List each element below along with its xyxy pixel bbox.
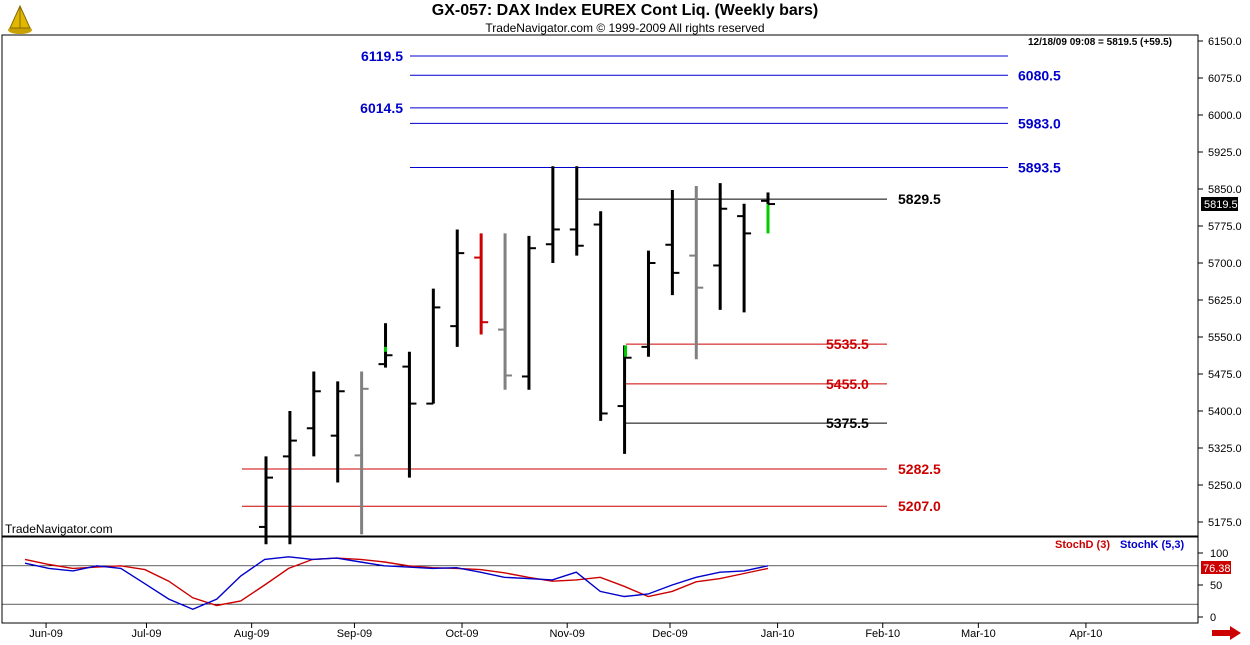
level-label: 5829.5 [898, 191, 941, 207]
x-tick-label: Mar-10 [961, 628, 996, 640]
ohlc-bar [569, 166, 584, 256]
last-price-box [1201, 197, 1238, 211]
stochastic-panel: 100 50 0 [2, 548, 1228, 624]
ohlc-bar [282, 411, 297, 545]
ohlc-bar [713, 183, 728, 310]
x-tick-label: Sep-09 [337, 628, 372, 640]
level-label: 5535.5 [826, 336, 869, 352]
level-label: 6119.5 [361, 48, 403, 64]
status-stamp: 12/18/09 09:08 = 5819.5 (+59.5) [1028, 37, 1173, 48]
ohlc-bar [737, 203, 752, 313]
time-x-axis: Jun-09 Jul-09 Aug-09 Sep-09 Oct-09 Nov-09 Dec-… [29, 623, 1102, 640]
last-price-label: 5819.5 [1204, 199, 1238, 211]
stoch-series-line [24, 557, 769, 607]
x-tick-label: Aug-09 [234, 628, 269, 640]
x-tick-label: Jun-09 [29, 628, 63, 640]
stoch-panel-frame [1, 536, 1199, 624]
price-y-axis: 6150.0 6075.0 6000.0 5925.0 5850.0 5775.0 5700… [1198, 36, 1242, 529]
ohlc-bar [426, 288, 441, 405]
level-label: 5455.0 [826, 376, 869, 392]
copyright-notice: TradeNavigator.com © 1999-2009 All right… [485, 21, 765, 35]
ohlc-bar [689, 186, 704, 360]
level-label: 5983.0 [1018, 115, 1061, 131]
y-tick-label: 6075.0 [1208, 73, 1242, 85]
price-bars [259, 166, 775, 545]
watermark: TradeNavigator.com [5, 522, 113, 536]
x-tick-label: Nov-09 [549, 628, 584, 640]
y-tick-label: 5175.0 [1208, 517, 1242, 529]
x-tick-label: Jan-10 [761, 628, 795, 640]
y-tick-label: 5850.0 [1208, 184, 1242, 196]
level-lines: 6119.5 6080.5 6014.5 5983.0 5893.5 5829.5 5535… [242, 48, 1061, 514]
ohlc-bar [641, 250, 656, 357]
x-tick-label: Dec-09 [652, 628, 687, 640]
stoch-y-tick-label: 50 [1210, 580, 1222, 592]
level-label: 6080.5 [1018, 67, 1061, 83]
legend-stochk: StochK (5,3) [1120, 539, 1185, 551]
stoch-y-tick-label: 0 [1210, 612, 1216, 624]
level-label: 5375.5 [826, 415, 869, 431]
ohlc-bar [498, 233, 513, 390]
y-tick-label: 5475.0 [1208, 369, 1242, 381]
y-tick-label: 5250.0 [1208, 480, 1242, 492]
y-tick-label: 5325.0 [1208, 443, 1242, 455]
y-tick-label: 6000.0 [1208, 110, 1242, 122]
ohlc-bar [330, 381, 345, 483]
y-tick-label: 5925.0 [1208, 147, 1242, 159]
tradenavigator-logo-icon [6, 4, 34, 36]
level-label: 5893.5 [1018, 160, 1061, 176]
y-tick-label: 5550.0 [1208, 332, 1242, 344]
x-tick-label: Apr-10 [1069, 628, 1102, 640]
ohlc-bar [665, 189, 680, 296]
ohlc-bar [402, 351, 417, 478]
stoch-last-value: 76.38 [1203, 563, 1231, 575]
legend-stochd: StochD (3) [1055, 539, 1110, 551]
chart-title: GX-057: DAX Index EUREX Cont Liq. (Weekl… [431, 2, 819, 19]
price-panel-frame [1, 34, 1199, 537]
stoch-y-tick-label: 100 [1210, 548, 1228, 560]
y-tick-label: 5625.0 [1208, 295, 1242, 307]
y-tick-label: 5775.0 [1208, 221, 1242, 233]
ohlc-bar [474, 233, 489, 335]
level-label: 5282.5 [898, 461, 941, 477]
ohlc-bar [761, 192, 775, 234]
ohlc-bar [450, 229, 465, 347]
y-tick-label: 6150.0 [1208, 36, 1242, 48]
ohlc-bar [545, 166, 560, 263]
scroll-right-arrow-icon[interactable] [1212, 626, 1242, 645]
ohlc-bar [521, 235, 536, 390]
x-tick-label: Jul-09 [131, 628, 161, 640]
ohlc-bar [378, 323, 393, 368]
level-label: 6014.5 [360, 100, 403, 116]
ohlc-bar [306, 371, 321, 457]
ohlc-bar [593, 211, 608, 421]
stoch-series-line [24, 556, 769, 611]
stoch-last-box [1201, 561, 1231, 574]
x-tick-label: Feb-10 [865, 628, 900, 640]
ohlc-bar [354, 371, 369, 535]
ohlc-bar [259, 456, 273, 545]
y-tick-label: 5400.0 [1208, 406, 1242, 418]
y-tick-label: 5700.0 [1208, 258, 1242, 270]
level-label: 5207.0 [898, 498, 941, 514]
ohlc-bar [617, 345, 632, 454]
x-tick-label: Oct-09 [446, 628, 479, 640]
